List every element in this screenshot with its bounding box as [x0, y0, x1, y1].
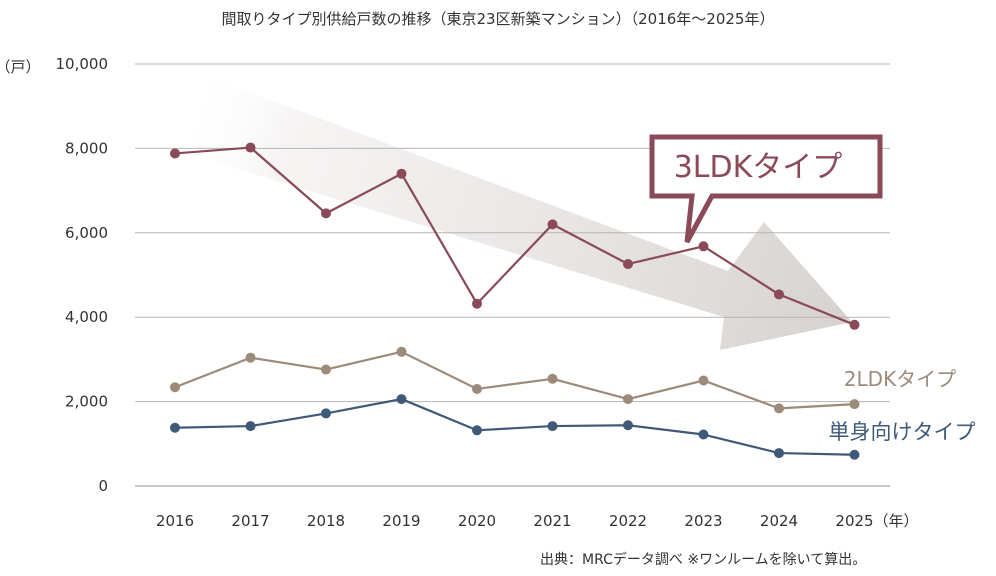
data-point-single	[547, 421, 558, 432]
data-point-3ldk	[245, 142, 256, 153]
source-note: 出典：MRCデータ調べ ※ワンルームを除いて算出。	[540, 551, 866, 568]
y-tick-label: 8,000	[65, 139, 108, 157]
data-point-2ldk	[623, 394, 633, 405]
x-tick-label: 2021	[533, 512, 571, 530]
data-point-3ldk	[170, 148, 180, 159]
x-tick-label: 2023	[684, 512, 722, 530]
data-point-single	[396, 394, 407, 405]
series-2ldk	[170, 346, 860, 414]
data-point-2ldk	[472, 383, 482, 394]
x-tick-label: 2017	[231, 512, 269, 530]
data-point-2ldk	[396, 346, 407, 357]
x-axis-unit-label: （年）	[873, 512, 918, 530]
x-axis-ticks: 2016 2017 2018 2019 2020 2021 2022 2023 2024 2025	[156, 512, 874, 530]
y-tick-label: 6,000	[65, 224, 108, 242]
callout-3ldk: 3LDKタイプ	[649, 134, 883, 244]
series-single	[170, 394, 860, 460]
x-tick-label: 2018	[307, 512, 345, 530]
series-label-3ldk: 3LDKタイプ	[674, 150, 843, 185]
y-tick-label: 2,000	[65, 393, 108, 411]
data-point-3ldk	[321, 208, 331, 219]
data-point-single	[321, 408, 331, 419]
x-tick-label: 2016	[156, 512, 194, 530]
data-point-single	[698, 429, 709, 440]
x-tick-label: 2024	[760, 512, 798, 530]
y-tick-label: 10,000	[56, 55, 109, 73]
data-point-2ldk	[547, 373, 558, 384]
y-axis-unit-label: （戸）	[0, 58, 41, 76]
data-point-2ldk	[849, 399, 860, 410]
y-axis-ticks: 0 2,000 4,000 6,000 8,000 10,000	[56, 55, 109, 495]
x-tick-label: 2022	[609, 512, 647, 530]
data-point-2ldk	[245, 352, 256, 363]
series-group	[170, 142, 860, 460]
series-label-single: 単身向けタイプ	[829, 420, 976, 444]
series-line-3ldk	[174, 146, 855, 326]
chart-title: 間取りタイプ別供給戸数の推移（東京23区新築マンション）（2016年〜2025年…	[222, 10, 775, 28]
data-point-3ldk	[774, 289, 784, 300]
trend-arrow	[185, 68, 852, 350]
series-label-2ldk: 2LDKタイプ	[844, 367, 956, 391]
data-point-3ldk	[623, 259, 633, 270]
data-point-3ldk	[396, 168, 407, 179]
series-line-single	[174, 397, 855, 456]
y-tick-label: 0	[98, 477, 108, 495]
data-point-2ldk	[321, 364, 331, 375]
y-tick-label: 4,000	[65, 308, 108, 326]
data-point-3ldk	[547, 219, 558, 230]
data-point-2ldk	[170, 382, 180, 393]
data-point-3ldk	[849, 319, 860, 330]
callout-bubble	[649, 134, 883, 244]
data-point-single	[245, 421, 256, 432]
data-point-2ldk	[698, 375, 709, 386]
data-point-single	[774, 448, 784, 459]
x-tick-label: 2025	[835, 512, 873, 530]
grid-lines	[135, 63, 890, 487]
data-point-3ldk	[698, 241, 709, 252]
data-point-3ldk	[472, 298, 482, 309]
data-point-single	[472, 425, 482, 436]
series-3ldk	[170, 142, 860, 330]
data-point-single	[170, 422, 180, 433]
series-line-2ldk	[174, 350, 855, 410]
data-point-single	[849, 449, 860, 460]
data-point-2ldk	[774, 403, 784, 414]
x-tick-label: 2020	[458, 512, 496, 530]
data-point-single	[623, 420, 633, 431]
x-tick-label: 2019	[382, 512, 420, 530]
